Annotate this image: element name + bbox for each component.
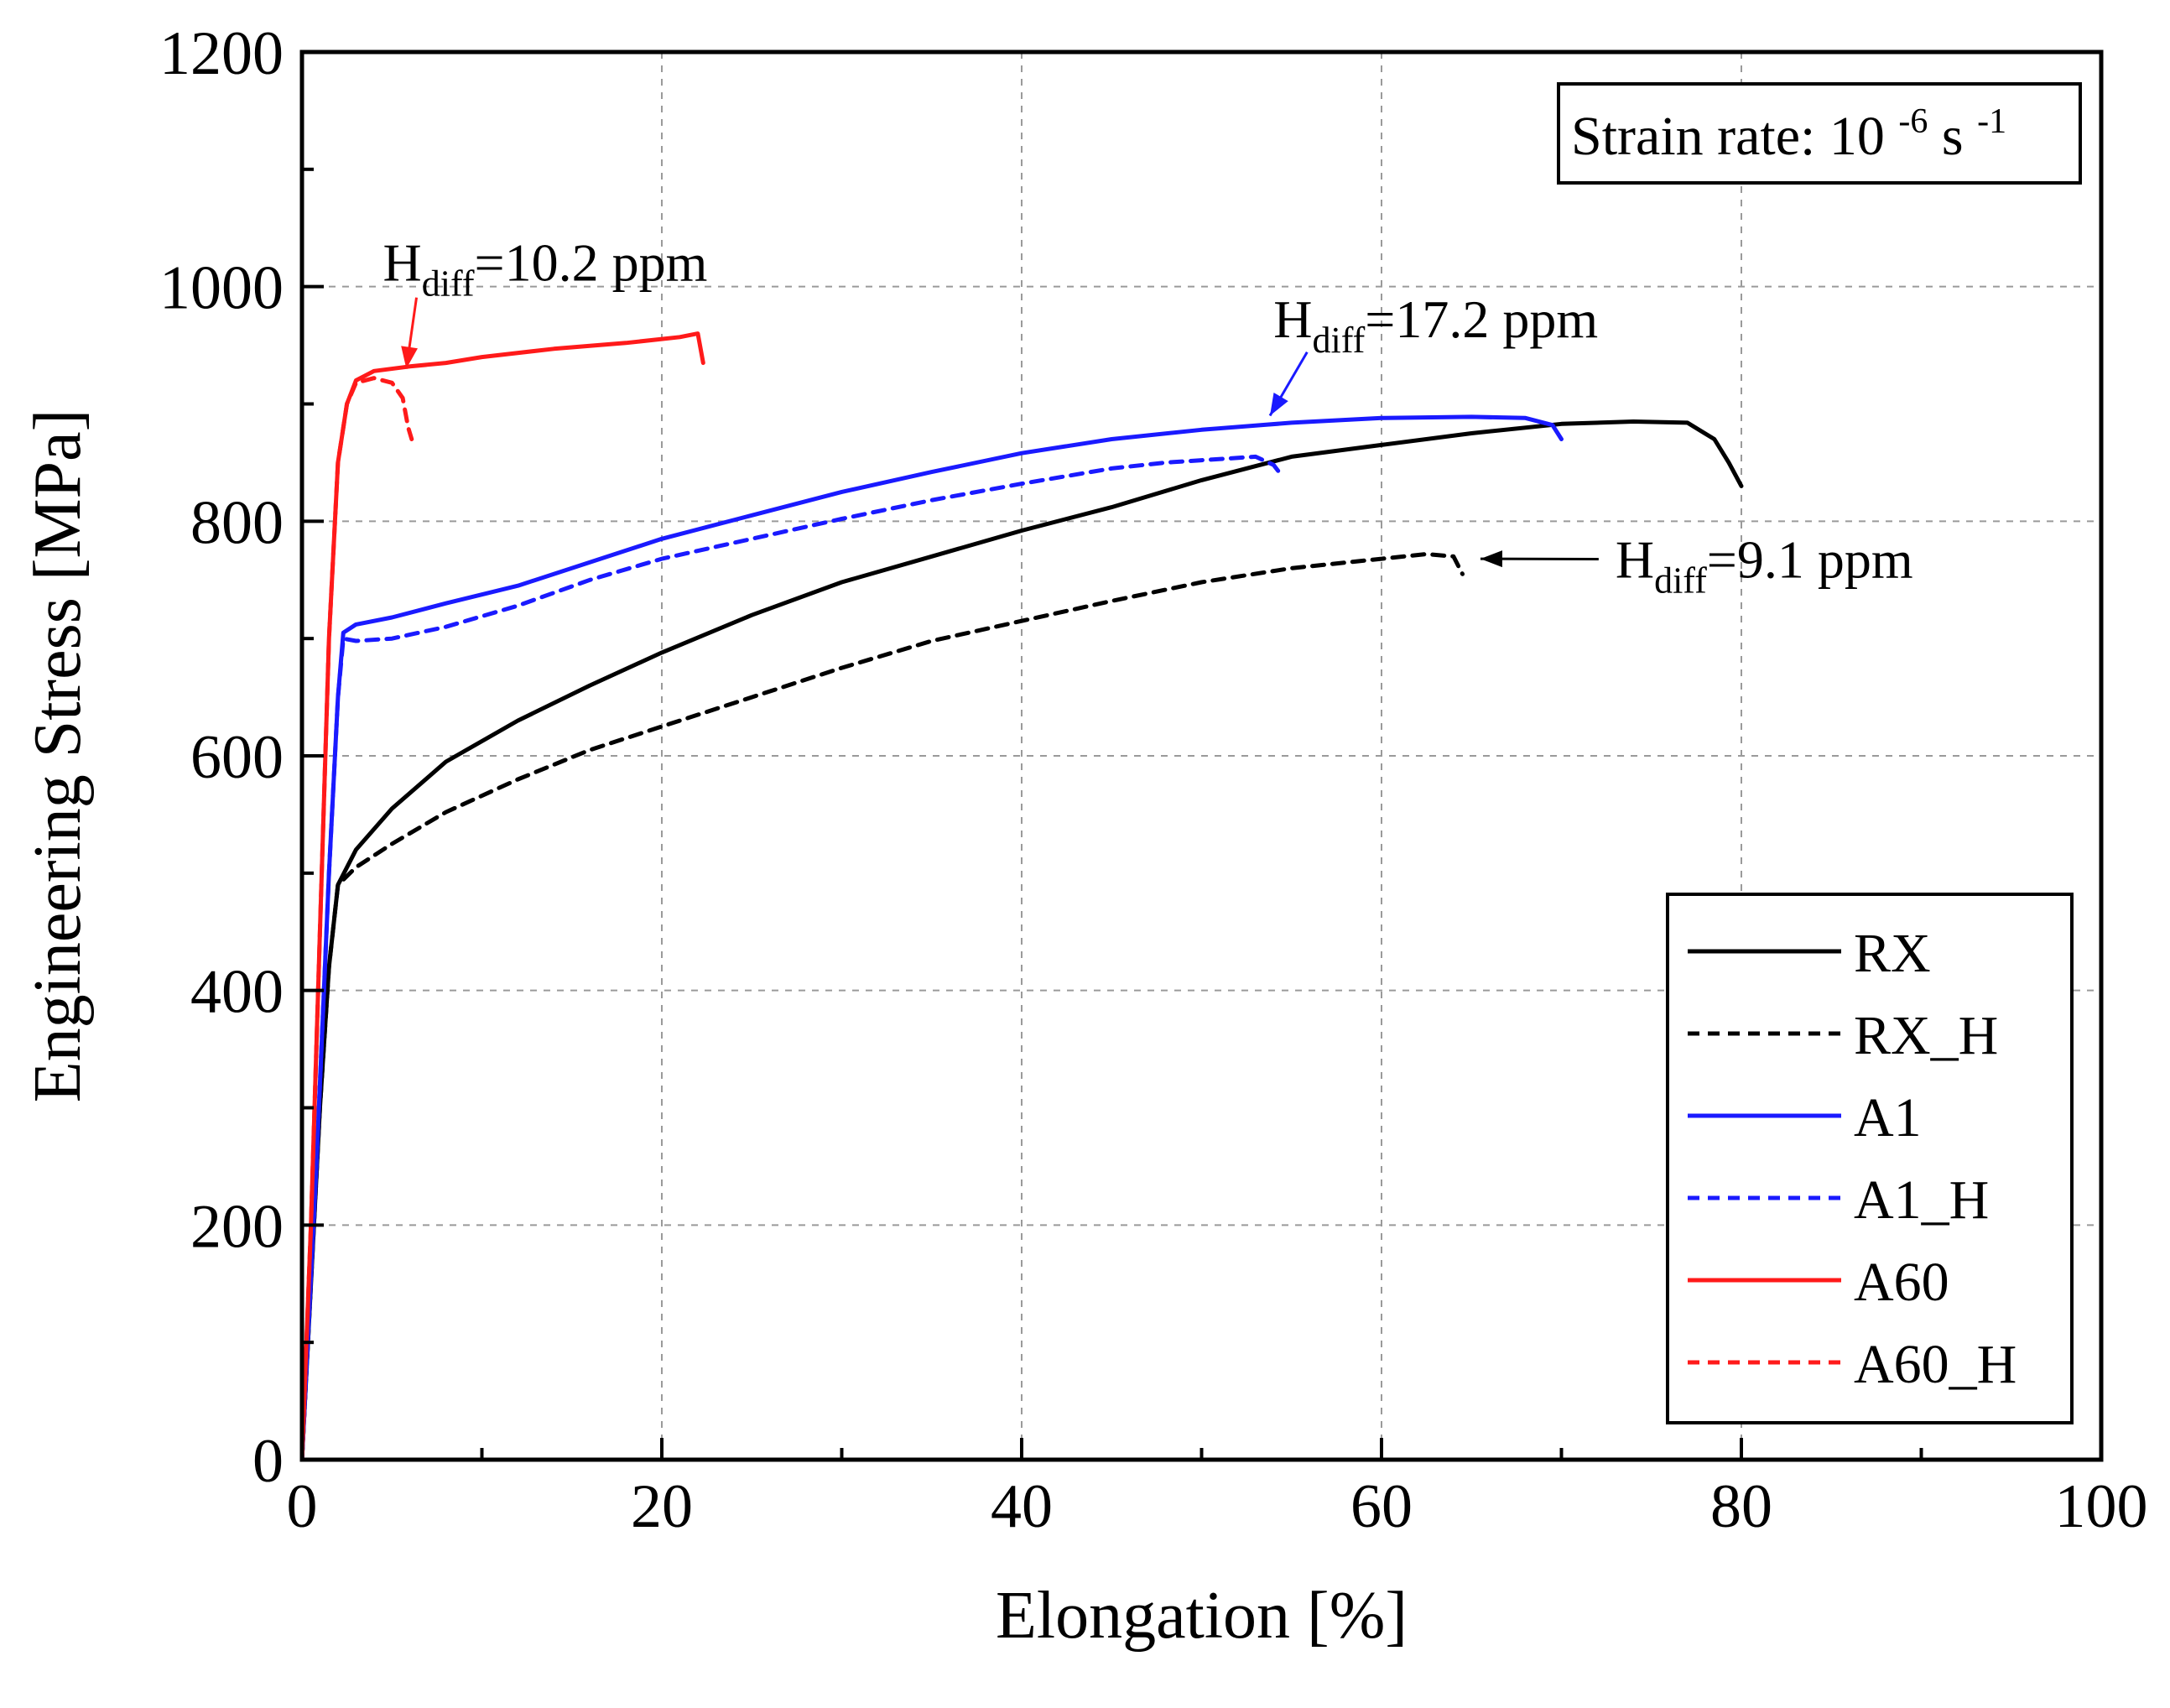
y-tick-label-3: 600 xyxy=(190,723,284,792)
annotation-arrow-head-0 xyxy=(401,346,418,369)
annotation-h-diff-2: Hdiff=9.1 ppm xyxy=(1616,529,1913,601)
y-tick-label-0: 0 xyxy=(252,1427,284,1496)
series-line-rx-h xyxy=(299,552,1465,1462)
annotation-arrow-head-1 xyxy=(1270,392,1288,416)
legend-label-a1-h: A1_H xyxy=(1854,1169,1989,1231)
annotation-sub-1: diff xyxy=(1313,320,1366,361)
x-axis-title: Elongation [%] xyxy=(996,1579,1408,1653)
series-line-rx xyxy=(299,419,1744,1462)
y-tick-label-5: 1000 xyxy=(159,254,284,323)
x-tick-label-0: 0 xyxy=(287,1472,318,1541)
y-tick-label-6: 1200 xyxy=(159,19,284,88)
x-tick-label-4: 80 xyxy=(1710,1472,1772,1541)
legend-label-a1: A1 xyxy=(1854,1087,1922,1148)
annotation-sub-2: diff xyxy=(1654,560,1707,601)
annotation-main-1: H xyxy=(1273,289,1312,349)
strain-rate-exp2: -1 xyxy=(1977,102,2006,141)
annotation-main-0: H xyxy=(383,233,422,293)
y-axis-title: Engineering Stress [MPa] xyxy=(21,409,95,1103)
annotation-sub-0: diff xyxy=(422,263,475,305)
x-tick-label-2: 40 xyxy=(991,1472,1053,1541)
series-lines xyxy=(299,331,1744,1462)
strain-rate-box: Strain rate: 10 -6 s -1 xyxy=(1557,82,2082,185)
x-tick-label-1: 20 xyxy=(631,1472,693,1541)
y-tick-label-4: 800 xyxy=(190,488,284,557)
annotation-h-diff-1: Hdiff=17.2 ppm xyxy=(1273,289,1598,361)
series-line-a60-h xyxy=(299,376,414,1462)
annotation-value-1: =17.2 ppm xyxy=(1365,289,1598,349)
legend-label-rx: RX xyxy=(1854,923,1931,984)
series-line-a1 xyxy=(299,414,1564,1462)
legend-label-rx-h: RX_H xyxy=(1854,1005,1998,1066)
legend-frame xyxy=(1666,893,2074,1424)
annotation-main-2: H xyxy=(1616,529,1654,589)
strain-rate-label: Strain rate: 10 -6 s -1 xyxy=(1571,84,2006,167)
strain-rate-prefix: Strain rate: 10 xyxy=(1571,106,1885,167)
y-tick-label-1: 200 xyxy=(190,1192,284,1261)
annotation-value-2: =9.1 ppm xyxy=(1707,529,1913,589)
strain-rate-exp1: -6 xyxy=(1898,102,1928,141)
legend: RX RX_H A1 A1_H A60 A60_H xyxy=(1666,893,2074,1424)
legend-label-a60-h: A60_H xyxy=(1854,1334,2016,1395)
series-line-a60 xyxy=(299,331,705,1462)
x-tick-label-5: 100 xyxy=(2055,1472,2148,1541)
strain-rate-frame xyxy=(1557,82,2082,185)
grid-lines xyxy=(302,52,2101,1460)
series-line-a1-h xyxy=(299,454,1285,1462)
annotation-arrow-head-2 xyxy=(1480,550,1503,568)
y-tick-label-2: 400 xyxy=(190,958,284,1027)
legend-label-a60: A60 xyxy=(1854,1252,1949,1313)
strain-rate-unit: s xyxy=(1942,106,1964,167)
x-tick-label-3: 60 xyxy=(1350,1472,1413,1541)
annotation-h-diff-0: Hdiff=10.2 ppm xyxy=(383,233,708,305)
annotation-value-0: =10.2 ppm xyxy=(474,233,707,293)
